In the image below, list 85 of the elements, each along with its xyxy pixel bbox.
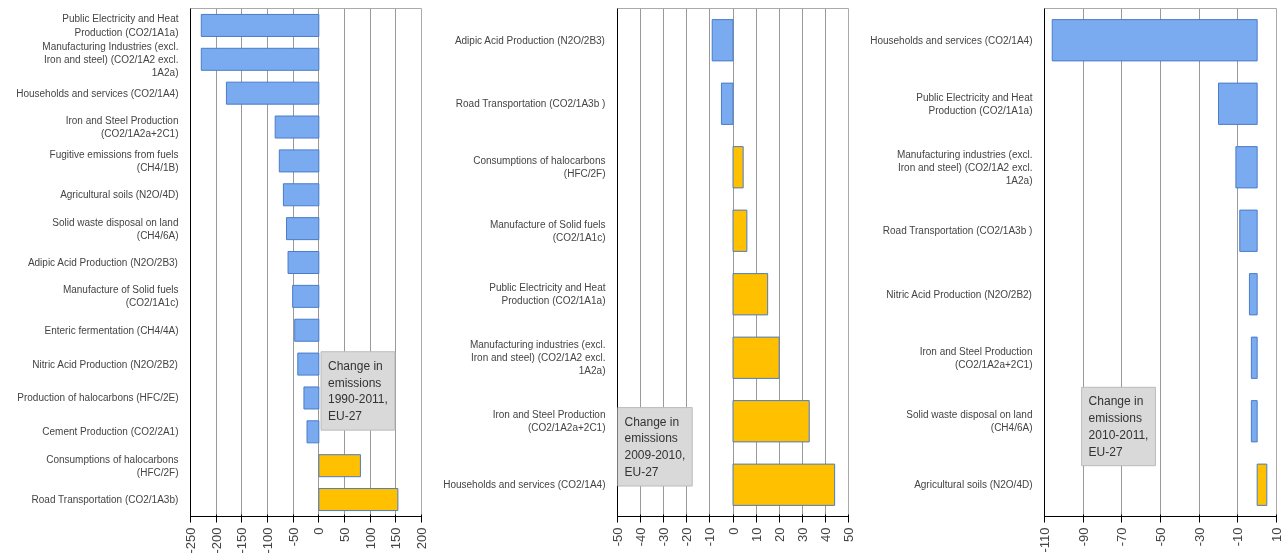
bar xyxy=(297,352,320,376)
bar xyxy=(285,217,320,241)
bar xyxy=(282,183,320,207)
bar xyxy=(200,47,320,71)
bar xyxy=(732,336,780,379)
x-tick-label: -20 xyxy=(679,527,695,547)
x-tick-label: -90 xyxy=(1075,527,1091,547)
bar xyxy=(303,386,320,410)
x-tick-label: -200 xyxy=(208,527,224,554)
y-tick-label: Public Electricity and Heat Production (CO2/1A1a) xyxy=(62,13,179,38)
bar xyxy=(292,284,320,308)
y-tick-label: Agricultural soils (N2O/4D) xyxy=(60,189,179,201)
y-tick-label: Road Transportation (CO2/1A3b ) xyxy=(455,98,606,110)
x-tick-label: 30 xyxy=(794,527,810,542)
bar xyxy=(732,209,748,252)
y-tick-label: Households and services (CO2/1A4) xyxy=(870,34,1033,46)
bar xyxy=(278,149,320,173)
bar xyxy=(732,400,810,443)
x-tick-label: 50 xyxy=(841,527,856,542)
x-tick-label: 150 xyxy=(388,527,404,550)
bar xyxy=(318,488,399,512)
x-tick-label: 200 xyxy=(414,527,429,550)
bar xyxy=(294,318,320,342)
annotation: Change in emissions 2009-2010, EU-27 xyxy=(624,414,686,480)
bar xyxy=(200,13,320,37)
y-tick-label: Households and services (CO2/1A4) xyxy=(16,87,179,99)
y-tick-label: Nitric Acid Production (N2O/2B2) xyxy=(886,288,1032,300)
annotation: Change in emissions 1990-2011, EU-27 xyxy=(328,358,388,424)
bar xyxy=(306,420,320,444)
y-tick-label: Production of halocarbons (HFC/2E) xyxy=(17,392,179,404)
x-tick-label: -110 xyxy=(1037,527,1052,553)
y-tick-label: Manufacturing Industries (excl. Iron and steel) (CO2/1A2 excl. 1A2a) xyxy=(42,40,179,78)
y-tick-label: Agricultural soils (N2O/4D) xyxy=(914,479,1033,491)
x-tick-label: 0 xyxy=(725,527,741,535)
y-tick-label: Manufacturing industries (excl. Iron and steel) (CO2/1A2 excl. 1A2a) xyxy=(469,339,606,377)
bar xyxy=(225,81,320,105)
y-tick-label: Nitric Acid Production (N2O/2B2) xyxy=(32,358,178,370)
bar xyxy=(732,146,744,189)
annotation: Change in emissions 2010-2011, EU-27 xyxy=(1088,394,1149,459)
y-tick-label: Iron and Steel Production (CO2/1A2a+2C1) xyxy=(492,409,606,434)
x-tick-label: 20 xyxy=(771,527,787,542)
bar xyxy=(720,82,734,125)
y-tick-label: Public Electricity and Heat Production (CO2/1A1a) xyxy=(916,91,1033,116)
bar xyxy=(732,273,769,316)
y-tick-label: Cement Production (CO2/2A1) xyxy=(42,426,179,438)
x-tick-label: 40 xyxy=(817,527,833,542)
y-tick-label: Road Transportation (CO2/1A3b) xyxy=(31,494,179,506)
x-tick-label: -150 xyxy=(234,527,250,554)
y-tick-label: Iron and Steel Production (CO2/1A2a+2C1) xyxy=(919,345,1033,370)
x-tick-label: -30 xyxy=(1191,527,1207,547)
bar xyxy=(318,454,361,478)
y-tick-label: Consumptions of halocarbons (HFC/2F) xyxy=(473,155,606,180)
x-tick-label: 10 xyxy=(1269,527,1282,542)
x-tick-label: -50 xyxy=(285,527,301,547)
x-tick-label: 0 xyxy=(311,527,327,535)
x-tick-label: -40 xyxy=(633,527,649,547)
y-tick-label: Iron and Steel Production (CO2/1A2a+2C1) xyxy=(65,114,179,140)
bar xyxy=(711,19,734,62)
y-tick-label: Households and services (CO2/1A4) xyxy=(443,479,606,491)
y-tick-label: Manufacture of Solid fuels (CO2/1A1c) xyxy=(62,284,179,309)
y-tick-label: Fugitive emissions from fuels (CH4/1B) xyxy=(49,148,179,173)
y-tick-label: Solid waste disposal on land (CH4/6A) xyxy=(906,409,1033,434)
x-tick-label: -10 xyxy=(1230,527,1246,547)
y-tick-label: Adipic Acid Production (N2O/2B3) xyxy=(454,34,605,46)
x-tick-label: -250 xyxy=(183,527,198,554)
y-tick-label: Manufacturing industries (excl. Iron and steel) (CO2/1A2 excl. 1A2a) xyxy=(896,148,1033,186)
y-tick-label: Solid waste disposal on land (CH4/6A) xyxy=(52,216,179,241)
y-tick-label: Manufacture of Solid fuels (CO2/1A1c) xyxy=(489,218,606,243)
bar xyxy=(274,115,320,139)
x-tick-label: -30 xyxy=(656,527,672,547)
x-tick-label: -70 xyxy=(1114,527,1130,547)
y-tick-label: Enteric fermentation (CH4/4A) xyxy=(44,324,179,336)
x-tick-label: -50 xyxy=(610,527,625,547)
y-tick-label: Consumptions of halocarbons (HFC/2F) xyxy=(46,453,179,478)
y-tick-label: Road Transportation (CO2/1A3b ) xyxy=(882,225,1033,237)
x-tick-label: 10 xyxy=(748,527,764,542)
bar xyxy=(732,463,836,506)
x-tick-label: -10 xyxy=(702,527,718,547)
x-tick-label: 50 xyxy=(337,527,352,542)
bar xyxy=(287,250,320,275)
x-tick-label: -100 xyxy=(260,527,275,554)
x-tick-label: 100 xyxy=(362,527,378,550)
x-tick-label: -50 xyxy=(1153,527,1168,547)
y-tick-label: Adipic Acid Production (N2O/2B3) xyxy=(27,257,178,268)
y-tick-label: Public Electricity and Heat Production (CO2/1A1a) xyxy=(489,282,606,307)
